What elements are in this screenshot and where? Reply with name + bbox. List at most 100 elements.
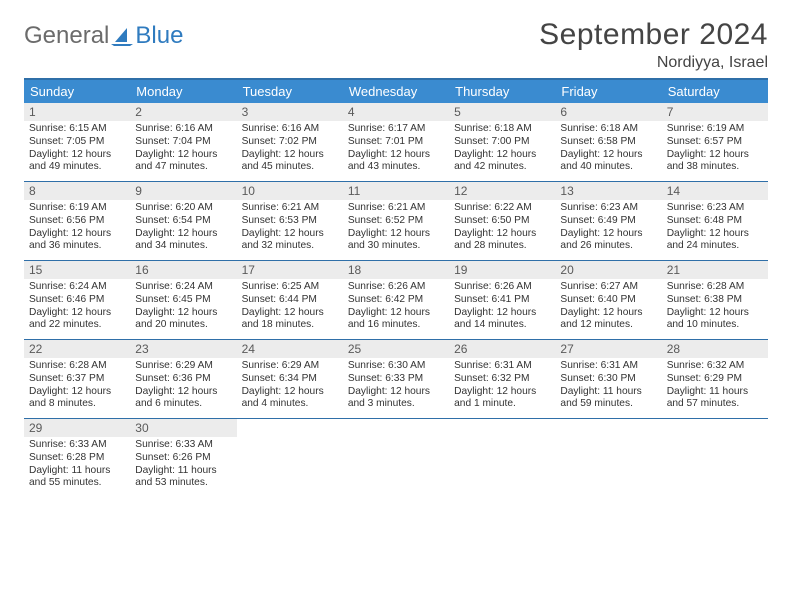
sunset-text: Sunset: 6:45 PM (135, 294, 231, 307)
sunrise-text: Sunrise: 6:16 AM (242, 123, 338, 136)
daylight-text: Daylight: 12 hours (29, 228, 125, 241)
sunrise-text: Sunrise: 6:29 AM (135, 360, 231, 373)
daylight-text: Daylight: 12 hours (454, 307, 550, 320)
calendar-cell: 22Sunrise: 6:28 AMSunset: 6:37 PMDayligh… (24, 340, 130, 418)
week-row: 8Sunrise: 6:19 AMSunset: 6:56 PMDaylight… (24, 182, 768, 261)
dow-friday: Friday (555, 80, 661, 103)
sunrise-text: Sunrise: 6:24 AM (29, 281, 125, 294)
daylight-text: and 8 minutes. (29, 398, 125, 411)
day-body: Sunrise: 6:24 AMSunset: 6:45 PMDaylight:… (130, 279, 236, 336)
dow-sunday: Sunday (24, 80, 130, 103)
daylight-text: Daylight: 11 hours (667, 386, 763, 399)
daylight-text: and 53 minutes. (135, 477, 231, 490)
daylight-text: and 6 minutes. (135, 398, 231, 411)
day-body: Sunrise: 6:23 AMSunset: 6:49 PMDaylight:… (555, 200, 661, 257)
day-body: Sunrise: 6:18 AMSunset: 7:00 PMDaylight:… (449, 121, 555, 178)
daylight-text: and 43 minutes. (348, 161, 444, 174)
sunset-text: Sunset: 6:42 PM (348, 294, 444, 307)
calendar-cell: 30Sunrise: 6:33 AMSunset: 6:26 PMDayligh… (130, 419, 236, 497)
day-number: 30 (130, 419, 236, 437)
day-number: 14 (662, 182, 768, 200)
calendar-cell: 7Sunrise: 6:19 AMSunset: 6:57 PMDaylight… (662, 103, 768, 181)
daylight-text: and 10 minutes. (667, 319, 763, 332)
calendar-cell: 19Sunrise: 6:26 AMSunset: 6:41 PMDayligh… (449, 261, 555, 339)
sunrise-text: Sunrise: 6:15 AM (29, 123, 125, 136)
daylight-text: and 16 minutes. (348, 319, 444, 332)
day-body: Sunrise: 6:28 AMSunset: 6:38 PMDaylight:… (662, 279, 768, 336)
sunset-text: Sunset: 6:46 PM (29, 294, 125, 307)
day-number: 23 (130, 340, 236, 358)
day-body: Sunrise: 6:28 AMSunset: 6:37 PMDaylight:… (24, 358, 130, 415)
daylight-text: Daylight: 11 hours (29, 465, 125, 478)
sunset-text: Sunset: 6:40 PM (560, 294, 656, 307)
daylight-text: and 26 minutes. (560, 240, 656, 253)
daylight-text: and 36 minutes. (29, 240, 125, 253)
daylight-text: Daylight: 12 hours (560, 307, 656, 320)
day-body: Sunrise: 6:19 AMSunset: 6:57 PMDaylight:… (662, 121, 768, 178)
calendar-cell: 20Sunrise: 6:27 AMSunset: 6:40 PMDayligh… (555, 261, 661, 339)
day-number: 13 (555, 182, 661, 200)
day-body: Sunrise: 6:26 AMSunset: 6:42 PMDaylight:… (343, 279, 449, 336)
day-body: Sunrise: 6:21 AMSunset: 6:53 PMDaylight:… (237, 200, 343, 257)
sunrise-text: Sunrise: 6:29 AM (242, 360, 338, 373)
day-body: Sunrise: 6:24 AMSunset: 6:46 PMDaylight:… (24, 279, 130, 336)
sunrise-text: Sunrise: 6:20 AM (135, 202, 231, 215)
day-number: 6 (555, 103, 661, 121)
day-number: 9 (130, 182, 236, 200)
calendar-cell: 5Sunrise: 6:18 AMSunset: 7:00 PMDaylight… (449, 103, 555, 181)
sunset-text: Sunset: 6:49 PM (560, 215, 656, 228)
day-body: Sunrise: 6:33 AMSunset: 6:26 PMDaylight:… (130, 437, 236, 494)
daylight-text: and 55 minutes. (29, 477, 125, 490)
sunrise-text: Sunrise: 6:28 AM (29, 360, 125, 373)
sunrise-text: Sunrise: 6:31 AM (560, 360, 656, 373)
dow-tuesday: Tuesday (237, 80, 343, 103)
sunset-text: Sunset: 6:38 PM (667, 294, 763, 307)
daylight-text: and 1 minute. (454, 398, 550, 411)
day-number: 10 (237, 182, 343, 200)
sunset-text: Sunset: 6:33 PM (348, 373, 444, 386)
sunrise-text: Sunrise: 6:19 AM (29, 202, 125, 215)
day-body: Sunrise: 6:33 AMSunset: 6:28 PMDaylight:… (24, 437, 130, 494)
daylight-text: Daylight: 12 hours (454, 228, 550, 241)
calendar-cell: 28Sunrise: 6:32 AMSunset: 6:29 PMDayligh… (662, 340, 768, 418)
day-body: Sunrise: 6:29 AMSunset: 6:34 PMDaylight:… (237, 358, 343, 415)
day-body: Sunrise: 6:19 AMSunset: 6:56 PMDaylight:… (24, 200, 130, 257)
sunrise-text: Sunrise: 6:17 AM (348, 123, 444, 136)
sunset-text: Sunset: 6:29 PM (667, 373, 763, 386)
sunrise-text: Sunrise: 6:25 AM (242, 281, 338, 294)
sunrise-text: Sunrise: 6:22 AM (454, 202, 550, 215)
sunset-text: Sunset: 7:00 PM (454, 136, 550, 149)
calendar-cell: 11Sunrise: 6:21 AMSunset: 6:52 PMDayligh… (343, 182, 449, 260)
daylight-text: and 42 minutes. (454, 161, 550, 174)
day-body: Sunrise: 6:18 AMSunset: 6:58 PMDaylight:… (555, 121, 661, 178)
day-number: 4 (343, 103, 449, 121)
sunrise-text: Sunrise: 6:33 AM (135, 439, 231, 452)
daylight-text: and 40 minutes. (560, 161, 656, 174)
day-body: Sunrise: 6:17 AMSunset: 7:01 PMDaylight:… (343, 121, 449, 178)
sunset-text: Sunset: 6:57 PM (667, 136, 763, 149)
week-row: 15Sunrise: 6:24 AMSunset: 6:46 PMDayligh… (24, 261, 768, 340)
daylight-text: Daylight: 12 hours (348, 386, 444, 399)
daylight-text: Daylight: 12 hours (242, 386, 338, 399)
week-row: 22Sunrise: 6:28 AMSunset: 6:37 PMDayligh… (24, 340, 768, 419)
day-body: Sunrise: 6:22 AMSunset: 6:50 PMDaylight:… (449, 200, 555, 257)
logo-text-blue: Blue (135, 22, 183, 50)
day-number: 20 (555, 261, 661, 279)
day-body: Sunrise: 6:25 AMSunset: 6:44 PMDaylight:… (237, 279, 343, 336)
header: General Blue September 2024 Nordiyya, Is… (24, 18, 768, 72)
calendar-cell: 24Sunrise: 6:29 AMSunset: 6:34 PMDayligh… (237, 340, 343, 418)
calendar-cell: 8Sunrise: 6:19 AMSunset: 6:56 PMDaylight… (24, 182, 130, 260)
day-number: 19 (449, 261, 555, 279)
daylight-text: and 45 minutes. (242, 161, 338, 174)
calendar-cell: 21Sunrise: 6:28 AMSunset: 6:38 PMDayligh… (662, 261, 768, 339)
day-number: 1 (24, 103, 130, 121)
daylight-text: and 18 minutes. (242, 319, 338, 332)
day-body: Sunrise: 6:29 AMSunset: 6:36 PMDaylight:… (130, 358, 236, 415)
daylight-text: Daylight: 12 hours (560, 149, 656, 162)
daylight-text: and 28 minutes. (454, 240, 550, 253)
sunset-text: Sunset: 6:26 PM (135, 452, 231, 465)
daylight-text: Daylight: 12 hours (29, 307, 125, 320)
daylight-text: Daylight: 12 hours (348, 307, 444, 320)
calendar-cell: 4Sunrise: 6:17 AMSunset: 7:01 PMDaylight… (343, 103, 449, 181)
day-body: Sunrise: 6:21 AMSunset: 6:52 PMDaylight:… (343, 200, 449, 257)
